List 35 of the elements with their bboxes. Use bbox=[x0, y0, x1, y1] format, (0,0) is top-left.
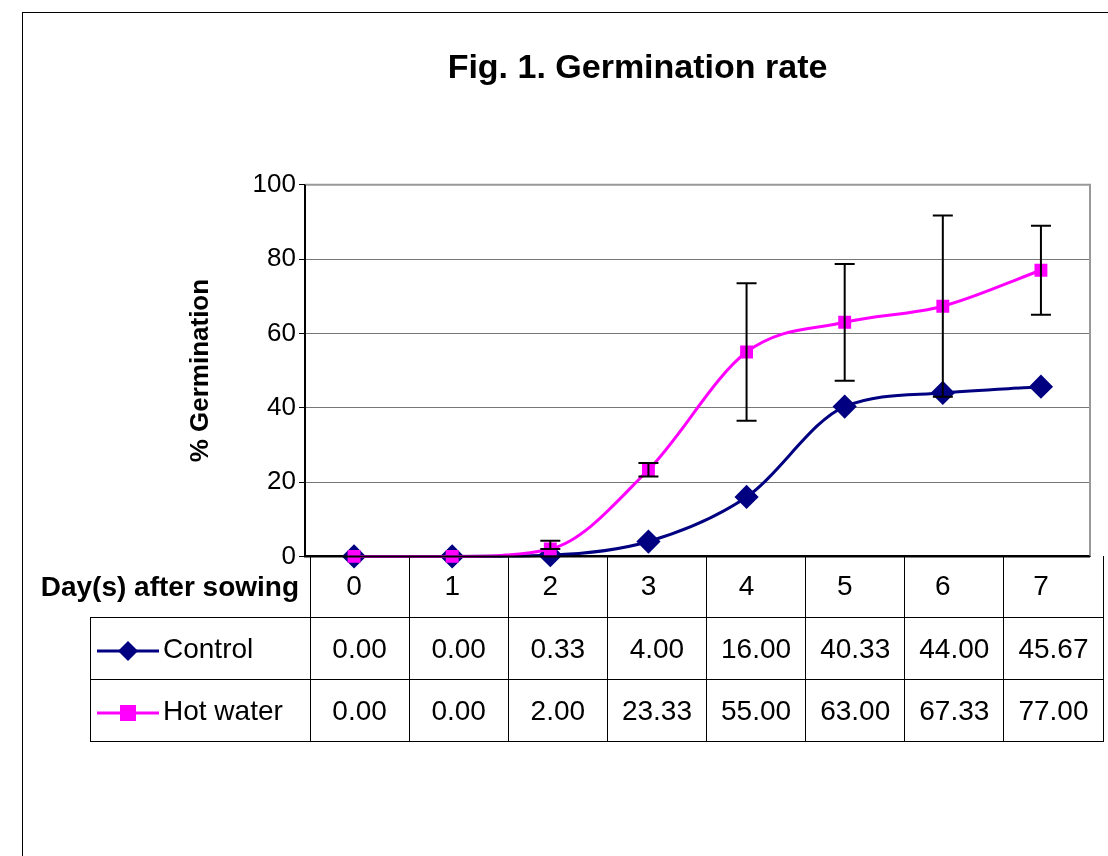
y-tick-label: 0 bbox=[281, 539, 296, 570]
data-label: 0.00 bbox=[409, 679, 509, 742]
x-tick-label: 4 bbox=[738, 569, 755, 601]
data-label: 0.00 bbox=[310, 679, 410, 742]
data-label: 16.00 bbox=[706, 617, 806, 680]
data-label: 0.00 bbox=[310, 617, 410, 680]
y-tick-label: 40 bbox=[267, 390, 296, 421]
legend-label: Control bbox=[163, 632, 254, 664]
data-label: 0.00 bbox=[409, 617, 509, 680]
data-label: 67.33 bbox=[904, 679, 1004, 742]
x-axis-title: Day(s) after sowing bbox=[40, 571, 299, 603]
x-tick-label: 3 bbox=[640, 569, 657, 601]
x-tick-label: 0 bbox=[346, 569, 362, 601]
x-tick-label: 1 bbox=[444, 569, 460, 601]
y-tick-label: 60 bbox=[267, 316, 296, 347]
y-tick-label: 80 bbox=[267, 242, 296, 273]
y-axis-title: % Germination bbox=[183, 278, 214, 463]
data-label: 0.33 bbox=[508, 617, 608, 680]
data-label: 77.00 bbox=[1003, 679, 1103, 742]
legend-label: Hot water bbox=[163, 694, 283, 726]
x-tick-label: 7 bbox=[1033, 569, 1049, 601]
data-label: 23.33 bbox=[607, 679, 707, 742]
y-tick-label: 100 bbox=[252, 167, 296, 198]
x-tick-label: 2 bbox=[542, 569, 559, 601]
data-label: 55.00 bbox=[706, 679, 806, 742]
data-label: 45.67 bbox=[1003, 617, 1103, 680]
data-label: 4.00 bbox=[607, 617, 707, 680]
x-tick-label: 5 bbox=[836, 569, 853, 601]
data-label: 44.00 bbox=[904, 617, 1004, 680]
y-tick-label: 20 bbox=[267, 465, 296, 496]
data-label: 40.33 bbox=[805, 617, 905, 680]
chart-title: Fig. 1. Germination rate bbox=[447, 46, 828, 85]
data-label: 63.00 bbox=[805, 679, 905, 742]
data-label: 2.00 bbox=[508, 679, 608, 742]
x-tick-label: 6 bbox=[935, 569, 951, 601]
